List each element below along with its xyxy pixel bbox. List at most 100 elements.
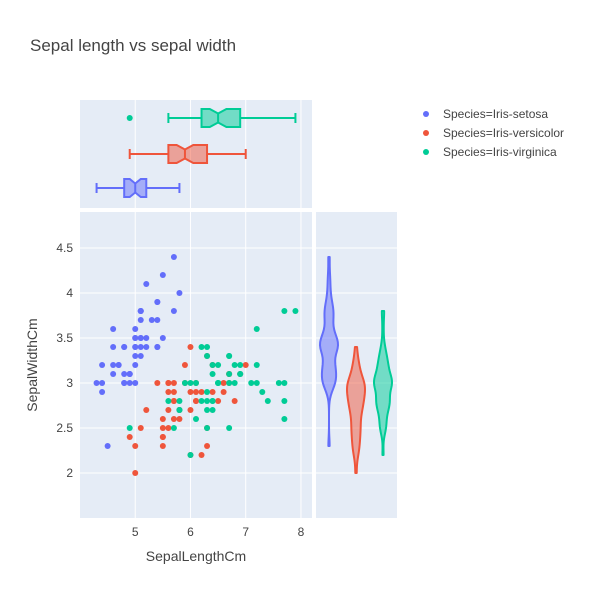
- data-point: [159, 425, 166, 431]
- data-point: [226, 425, 233, 431]
- data-point: [132, 362, 139, 368]
- x-tick-label: 8: [298, 525, 305, 539]
- box-plot: [95, 178, 181, 198]
- data-point: [121, 371, 128, 377]
- y-tick-label: 4: [66, 286, 73, 300]
- data-point: [99, 389, 106, 395]
- data-point: [187, 344, 194, 350]
- data-point: [193, 416, 199, 422]
- violin-layer: [319, 256, 393, 474]
- data-point: [176, 398, 183, 404]
- data-point: [215, 398, 222, 404]
- x-axis-title: SepalLengthCm: [146, 548, 246, 564]
- data-point: [154, 344, 161, 350]
- data-point: [281, 380, 288, 386]
- data-point: [132, 443, 139, 449]
- data-point: [126, 425, 133, 431]
- data-point: [165, 380, 172, 386]
- data-point: [132, 335, 139, 341]
- data-point: [154, 317, 161, 323]
- data-point: [198, 389, 205, 395]
- data-point: [170, 308, 177, 314]
- data-point: [275, 380, 282, 386]
- data-point: [176, 290, 183, 296]
- box-plot: [126, 108, 297, 128]
- data-point: [231, 398, 238, 404]
- data-point: [176, 407, 183, 413]
- data-point: [165, 398, 172, 404]
- legend-label: Species=Iris-virginica: [443, 145, 557, 159]
- data-point: [264, 398, 271, 404]
- y-tick-label: 2.5: [56, 421, 73, 435]
- data-point: [281, 416, 288, 422]
- data-point: [132, 380, 139, 386]
- box-layer: [95, 108, 297, 198]
- data-point: [115, 362, 122, 368]
- data-point: [137, 308, 144, 314]
- data-point: [148, 317, 155, 323]
- tick-layer: 5 6 7 8 2 2.5 3 3.5 4 4.5: [56, 241, 304, 539]
- data-point: [242, 362, 249, 368]
- data-point: [204, 344, 211, 350]
- chart-title: Sepal length vs sepal width: [30, 36, 236, 55]
- data-point: [159, 434, 166, 440]
- x-tick-label: 7: [242, 525, 249, 539]
- data-point: [226, 380, 233, 386]
- data-point: [170, 425, 177, 431]
- data-point: [165, 389, 172, 395]
- data-point: [204, 443, 211, 449]
- data-point: [132, 326, 139, 332]
- data-point: [159, 443, 166, 449]
- series-points: [126, 308, 299, 458]
- data-point: [193, 398, 199, 404]
- data-point: [253, 362, 260, 368]
- data-point: [121, 344, 128, 350]
- legend-marker: [423, 111, 429, 117]
- data-point: [137, 353, 144, 359]
- data-point: [237, 362, 244, 368]
- data-point: [209, 371, 216, 377]
- y-tick-label: 3: [66, 376, 73, 390]
- y-tick-label: 4.5: [56, 241, 73, 255]
- data-point: [187, 407, 194, 413]
- legend: Species=Iris-setosa Species=Iris-versicol…: [423, 107, 564, 159]
- series-points: [93, 254, 183, 449]
- data-point: [110, 344, 117, 350]
- data-point: [198, 344, 205, 350]
- data-point: [204, 407, 211, 413]
- data-point: [170, 398, 177, 404]
- data-point: [281, 398, 288, 404]
- data-point: [209, 389, 216, 395]
- x-tick-label: 5: [132, 525, 139, 539]
- data-point: [165, 407, 172, 413]
- data-point: [193, 380, 199, 386]
- data-point: [154, 299, 161, 305]
- data-point: [159, 272, 166, 278]
- legend-label: Species=Iris-setosa: [443, 107, 548, 121]
- data-point: [176, 416, 183, 422]
- violin-shape: [346, 346, 366, 474]
- box-outlier: [126, 115, 133, 121]
- y-tick-label: 2: [66, 466, 73, 480]
- x-tick-label: 6: [187, 525, 194, 539]
- data-point: [93, 380, 100, 386]
- data-point: [181, 362, 188, 368]
- data-point: [170, 380, 177, 386]
- data-point: [226, 353, 233, 359]
- data-point: [292, 308, 299, 314]
- data-point: [187, 389, 194, 395]
- data-point: [253, 380, 260, 386]
- data-point: [215, 362, 222, 368]
- data-point: [143, 407, 150, 413]
- data-point: [99, 362, 106, 368]
- data-point: [253, 326, 260, 332]
- violin-shape: [319, 256, 339, 447]
- data-point: [237, 371, 244, 377]
- data-point: [110, 362, 117, 368]
- data-point: [204, 353, 211, 359]
- data-point: [209, 362, 216, 368]
- data-point: [198, 398, 205, 404]
- data-point: [220, 389, 227, 395]
- data-point: [159, 335, 166, 341]
